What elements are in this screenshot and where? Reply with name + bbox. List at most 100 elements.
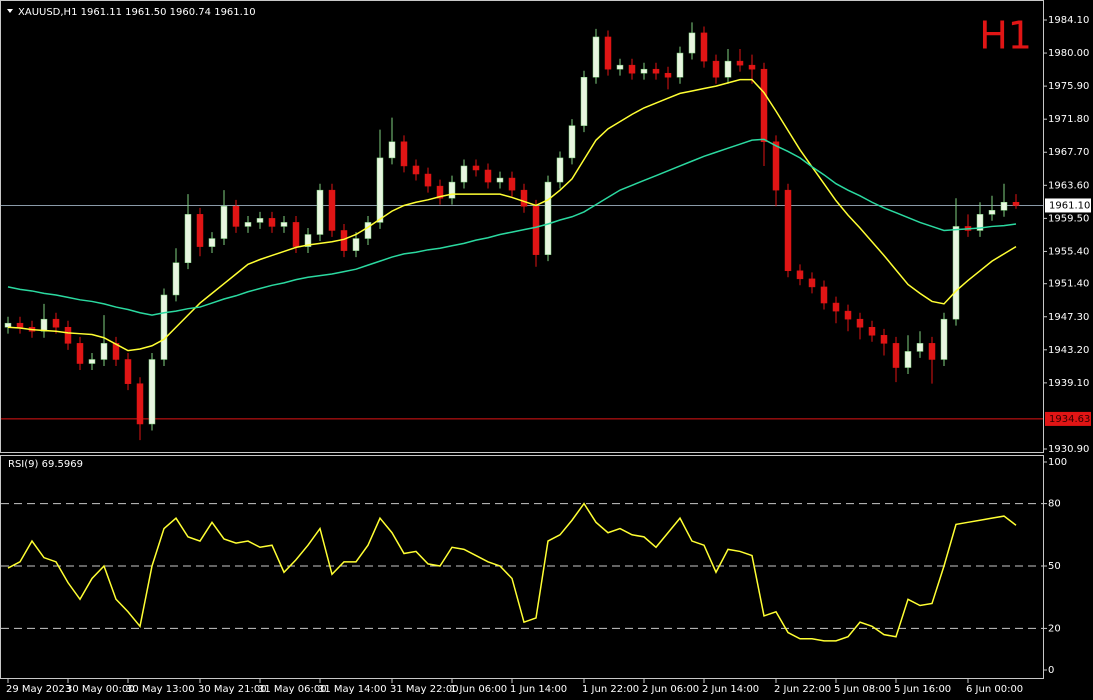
candle-body [664,72,672,78]
candle-body [952,226,960,320]
candle-body [100,343,108,360]
candle-body [268,218,276,227]
x-tick-label: 30 May 21:00 [198,684,267,695]
candle-body [328,189,336,231]
candle-body [940,318,948,360]
rsi-header: RSI(9) 69.5969 [8,459,83,470]
candle-body [172,262,180,296]
candle-body [148,359,156,425]
y-tick-label: 1975.90 [1048,81,1089,92]
x-tick-label: 30 May 13:00 [126,684,195,695]
candle-body [736,60,744,66]
y-tick-label: 1967.70 [1048,147,1089,158]
candle-body [124,359,132,384]
indicator-line [7,78,1017,352]
y-tick-label: 1984.10 [1048,15,1089,26]
candle-body [700,32,708,62]
y-tick-label: 1943.20 [1048,345,1089,356]
y-tick-label: 1930.90 [1048,444,1089,455]
candle-body [808,278,816,288]
candle-body [496,177,504,183]
candle-body [712,60,720,78]
last-price-label: 1961.10 [1049,200,1090,211]
x-tick-label: 2 Jun 14:00 [702,684,759,695]
candle-body [880,335,888,344]
candle-body [448,181,456,199]
candle-body [136,383,144,425]
candle-body [580,77,588,126]
y-tick-label: 100 [1048,457,1067,468]
y-tick-label: 1959.50 [1048,213,1089,224]
candle-body [220,206,228,239]
candle-body [304,234,312,247]
candle-body [16,322,24,328]
candle-body [532,206,540,255]
candle-body [844,310,852,320]
candle-body [424,173,432,187]
y-tick-label: 20 [1048,623,1061,634]
candle-body [1000,201,1008,211]
candle-body [400,141,408,167]
x-tick-label: 29 May 2023 [6,684,71,695]
candle-body [856,318,864,328]
candle-body [796,270,804,280]
candle-body [544,181,552,255]
x-tick-label: 2 Jun 06:00 [642,684,699,695]
candle-body [388,141,396,159]
candle-body [640,68,648,74]
x-tick-label: 31 May 22:00 [390,684,459,695]
candle-body [676,52,684,78]
candle-body [64,326,72,344]
candle-body [340,230,348,251]
y-tick-label: 0 [1048,665,1054,676]
x-tick-label: 31 May 06:00 [258,684,327,695]
candle-body [904,351,912,368]
candle-body [988,210,996,215]
candle-body [232,206,240,227]
candle-body [88,359,96,364]
candle-body [196,214,204,247]
y-tick-label: 1939.10 [1048,378,1089,389]
candle-body [160,294,168,360]
candle-body [616,64,624,70]
x-tick-label: 30 May 00:00 [66,684,135,695]
candle-body [760,68,768,143]
y-tick-label: 1971.80 [1048,114,1089,125]
candle-body [40,318,48,332]
candle-body [352,238,360,251]
candle-body [460,165,468,183]
candle-body [436,185,444,199]
candle-body [568,125,576,159]
candle-body [724,60,732,78]
y-tick-label: 50 [1048,561,1061,572]
x-tick-label: 1 Jun 06:00 [450,684,507,695]
candle-body [1012,201,1020,206]
level-label-box [1045,411,1091,426]
y-tick-label: 1951.40 [1048,279,1089,290]
candle-body [316,189,324,235]
indicator-line [7,138,1017,316]
candle-body [772,141,780,191]
x-tick-label: 2 Jun 22:00 [774,684,831,695]
candle-body [868,326,876,336]
candle-body [292,222,300,247]
candle-body [244,222,252,227]
rsi-frame [0,455,1044,679]
candle-body [472,165,480,171]
candle-body [376,157,384,223]
y-tick-label: 1955.40 [1048,246,1089,257]
candle-body [520,189,528,207]
level-label: 1934.63 [1049,414,1090,425]
candle-body [628,64,636,74]
candle-body [508,177,516,191]
y-tick-label: 80 [1048,499,1061,510]
menu-arrow[interactable] [7,9,13,13]
timeframe-label: H1 [979,14,1032,58]
candle-body [916,343,924,352]
y-tick-label: 1963.60 [1048,180,1089,191]
candle-body [364,222,372,239]
y-tick-label: 1980.00 [1048,48,1089,59]
candle-body [76,343,84,364]
